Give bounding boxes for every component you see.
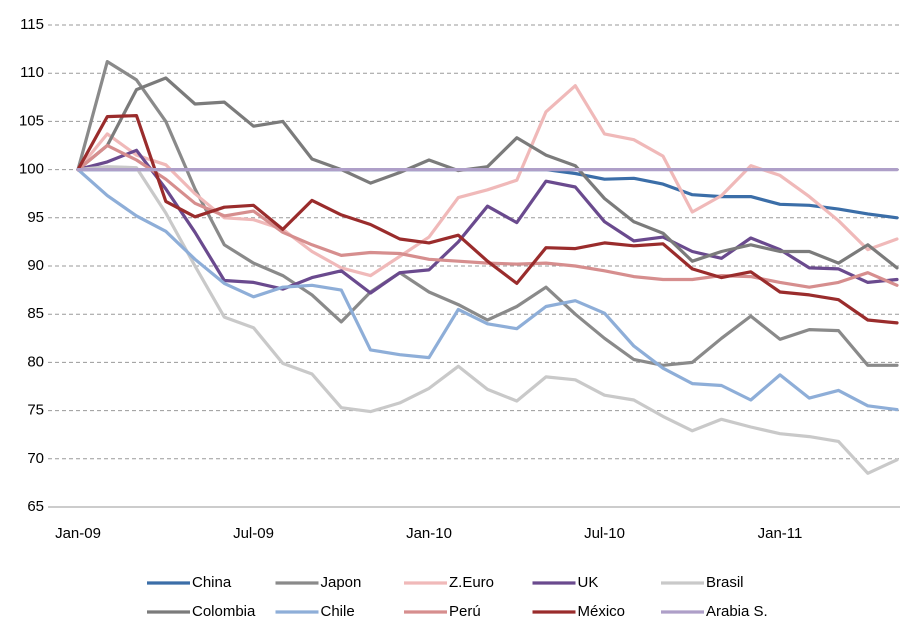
legend-label: China [192, 574, 232, 591]
y-tick-label: 80 [27, 353, 44, 370]
x-tick-label: Jan-11 [758, 525, 803, 542]
y-tick-label: 115 [20, 16, 44, 33]
y-tick-label: 105 [19, 112, 44, 129]
y-tick-label: 85 [27, 305, 44, 322]
y-tick-label: 90 [27, 257, 44, 274]
y-tick-label: 95 [27, 209, 44, 226]
legend-label: Brasil [706, 574, 744, 591]
legend-label: Japon [321, 574, 362, 591]
y-tick-label: 65 [27, 498, 44, 515]
legend-label: Chile [321, 603, 355, 620]
series-line [76, 168, 899, 412]
legend-label: Z.Euro [449, 574, 494, 591]
y-tick-label: 100 [19, 161, 44, 178]
series-line [76, 60, 899, 367]
x-tick-label: Jul-10 [584, 525, 625, 542]
legend-label: Perú [449, 603, 481, 620]
series-line [76, 148, 899, 295]
x-tick-label: Jul-09 [233, 525, 274, 542]
x-tick-label: Jan-09 [55, 525, 101, 542]
legend-label: Arabia S. [706, 603, 768, 620]
series-line [76, 165, 899, 475]
x-tick-label: Jan-10 [406, 525, 452, 542]
series-line [76, 76, 899, 270]
y-tick-label: 110 [20, 64, 44, 81]
legend-label: México [578, 603, 626, 620]
series-line [76, 114, 899, 325]
y-tick-label: 75 [27, 402, 44, 419]
y-tick-label: 70 [27, 450, 44, 467]
series-line [76, 168, 899, 220]
legend-label: UK [578, 574, 599, 591]
legend-label: Colombia [192, 603, 256, 620]
